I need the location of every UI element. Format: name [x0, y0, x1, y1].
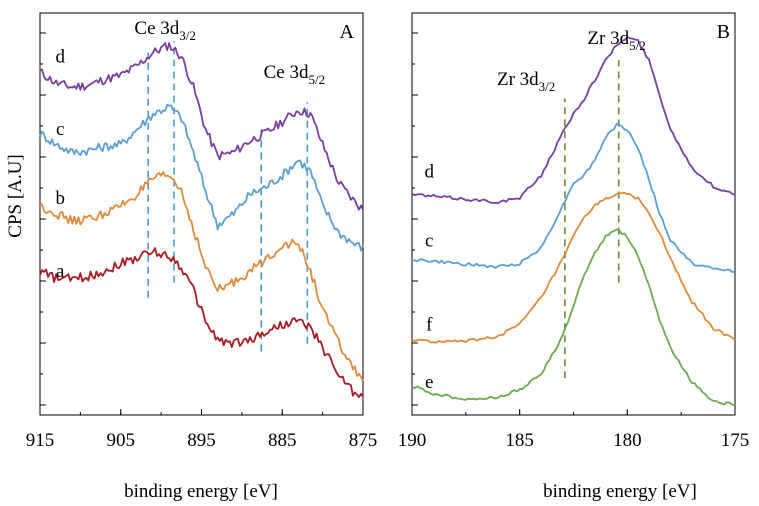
panel-b-x-tick-185: 185 — [505, 430, 534, 451]
panel-a-y-ticks — [40, 32, 46, 406]
panel-a-series-c — [39, 103, 364, 252]
panel-b-peak-labels: Zr 3d3/2 Zr 3d5/2 — [497, 28, 646, 94]
panel-a-x-tick-905: 905 — [107, 430, 136, 451]
panel-a-label: A — [340, 21, 355, 43]
panel-b-series — [411, 36, 736, 407]
panel-a-curve-label-b: b — [55, 188, 65, 209]
panel-b-series-e — [411, 228, 736, 407]
panel-a-x-tick-915: 915 — [26, 430, 55, 451]
panel-b-curve-labels: d c f e — [424, 161, 434, 393]
panel-b-peak-label-1: Zr 3d3/2 — [497, 69, 555, 94]
panel-b-series-c — [411, 123, 736, 274]
panel-b-reference-lines — [564, 60, 620, 379]
panel-b-peak-label-2: Zr 3d5/2 — [587, 28, 645, 53]
panel-a-reference-lines — [147, 41, 309, 352]
panel-a-y-axis-title: CPS [A.U] — [5, 154, 26, 237]
panel-b-series-f — [411, 191, 736, 344]
panel-a-series-d — [39, 42, 364, 211]
panel-b-x-tick-180: 180 — [613, 430, 642, 451]
panel-b-label: B — [717, 21, 730, 43]
panel-a-curve-label-a: a — [56, 261, 65, 282]
panel-b-zr-3d: B d c f e Zr 3d3/2 Zr 3d5/2 190 185 180 175 bin… — [398, 12, 750, 502]
panel-a-series-a — [39, 247, 364, 399]
panel-b-x-tick-175: 175 — [721, 430, 750, 451]
panel-b-x-tick-190: 190 — [398, 430, 427, 451]
panel-b-curve-label-d: d — [424, 161, 434, 182]
panel-b-curve-label-e: e — [425, 372, 433, 393]
panel-b-y-ticks — [412, 32, 418, 406]
panel-a-x-ticks: 915 905 895 885 875 — [26, 409, 378, 451]
panel-a-x-axis-title: binding energy [eV] — [124, 481, 278, 502]
panel-b-x-axis-title: binding energy [eV] — [543, 481, 697, 502]
panel-a-peak-labels: Ce 3d3/2 Ce 3d5/2 — [134, 18, 325, 87]
panel-b-curve-label-f: f — [426, 315, 433, 336]
panel-a-peak-label-1: Ce 3d3/2 — [134, 18, 195, 43]
panel-b-frame — [411, 12, 736, 416]
panel-a-curve-label-c: c — [56, 119, 64, 140]
panel-a-x-tick-875: 875 — [349, 430, 378, 451]
panel-a-series — [39, 42, 364, 399]
panel-a-series-b — [39, 171, 364, 382]
panel-b-series-d — [411, 36, 736, 205]
panel-a-curve-label-d: d — [55, 46, 65, 67]
panel-a-x-tick-885: 885 — [268, 430, 297, 451]
panel-a-curve-labels: d c b a — [55, 46, 65, 281]
panel-a-peak-label-2: Ce 3d5/2 — [264, 62, 325, 87]
panel-b-x-ticks: 190 185 180 175 — [398, 409, 750, 451]
panel-a-x-tick-895: 895 — [187, 430, 216, 451]
panel-b-curve-label-c: c — [425, 230, 433, 251]
